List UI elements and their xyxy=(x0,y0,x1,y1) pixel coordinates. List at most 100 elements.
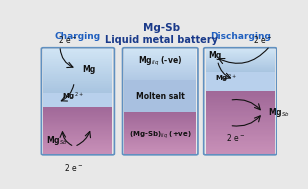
Bar xyxy=(124,121,196,122)
Bar xyxy=(124,89,196,90)
Bar xyxy=(206,53,275,54)
Bar xyxy=(206,129,275,130)
Text: Mg-Sb: Mg-Sb xyxy=(143,23,180,33)
Bar xyxy=(124,117,196,118)
Bar xyxy=(206,142,275,144)
Bar xyxy=(124,61,196,62)
Bar xyxy=(124,95,196,96)
Bar xyxy=(124,148,196,149)
Text: Molten salt: Molten salt xyxy=(136,91,184,101)
Bar xyxy=(206,121,275,122)
Bar xyxy=(124,149,196,150)
Bar xyxy=(206,130,275,131)
Bar xyxy=(43,64,112,65)
Bar xyxy=(43,140,112,141)
Bar xyxy=(124,96,196,97)
Bar xyxy=(43,87,112,88)
Bar xyxy=(43,126,112,127)
Text: Liquid metal battery: Liquid metal battery xyxy=(105,35,218,45)
Bar xyxy=(206,120,275,121)
Bar xyxy=(124,82,196,83)
Bar xyxy=(206,69,275,70)
Bar xyxy=(43,144,112,145)
Bar xyxy=(124,115,196,116)
Bar xyxy=(206,126,275,127)
Bar xyxy=(206,88,275,89)
Bar xyxy=(124,143,196,144)
Bar xyxy=(43,109,112,110)
Bar xyxy=(43,72,112,73)
Bar xyxy=(206,93,275,94)
Bar xyxy=(124,126,196,127)
Bar xyxy=(43,89,112,90)
Bar xyxy=(124,114,196,115)
Bar xyxy=(206,112,275,113)
Bar xyxy=(43,63,112,64)
Text: Mg$^{2+}$: Mg$^{2+}$ xyxy=(63,91,84,103)
Bar xyxy=(124,55,196,56)
Text: Discharging: Discharging xyxy=(210,32,271,41)
Bar xyxy=(206,127,275,129)
Bar xyxy=(124,135,196,136)
Bar xyxy=(43,69,112,70)
Bar xyxy=(124,147,196,148)
Bar xyxy=(43,138,112,139)
Bar xyxy=(43,134,112,135)
Bar xyxy=(43,66,112,67)
Bar xyxy=(43,88,112,89)
Bar xyxy=(43,113,112,114)
Bar xyxy=(43,118,112,119)
Bar xyxy=(124,99,196,100)
Bar xyxy=(43,53,112,54)
Bar xyxy=(43,85,112,86)
Bar xyxy=(43,59,112,60)
Bar xyxy=(43,145,112,146)
Bar xyxy=(206,101,275,102)
Bar xyxy=(206,145,275,146)
Bar xyxy=(43,106,112,107)
Bar xyxy=(43,107,112,108)
Bar xyxy=(206,110,275,111)
Bar xyxy=(43,136,112,137)
Bar xyxy=(206,135,275,136)
Bar xyxy=(124,80,196,81)
Bar xyxy=(206,52,275,53)
Bar xyxy=(43,150,112,151)
Bar xyxy=(124,66,196,67)
Bar xyxy=(124,105,196,106)
Bar xyxy=(124,62,196,63)
Bar xyxy=(206,81,275,82)
Bar xyxy=(206,125,275,126)
Bar xyxy=(206,106,275,107)
Bar xyxy=(124,138,196,139)
Bar xyxy=(124,71,196,72)
Bar xyxy=(206,57,275,58)
Bar xyxy=(43,130,112,131)
Bar xyxy=(206,59,275,60)
FancyBboxPatch shape xyxy=(204,48,277,155)
Bar xyxy=(206,92,275,93)
Bar xyxy=(43,60,112,61)
Text: Mg: Mg xyxy=(83,66,96,74)
Bar xyxy=(206,68,275,69)
Bar xyxy=(43,153,112,154)
Bar xyxy=(206,51,275,52)
Bar xyxy=(124,132,196,133)
Text: Mg$^{2+}$: Mg$^{2+}$ xyxy=(215,72,237,85)
Bar xyxy=(43,73,112,74)
Bar xyxy=(206,73,275,74)
Bar xyxy=(43,139,112,140)
Bar xyxy=(43,55,112,56)
Bar xyxy=(124,67,196,68)
Text: 2 e$^-$: 2 e$^-$ xyxy=(63,162,83,173)
Bar xyxy=(124,116,196,117)
Bar xyxy=(124,152,196,153)
Bar xyxy=(124,133,196,134)
Bar xyxy=(206,116,275,117)
Text: 2 e$^-$: 2 e$^-$ xyxy=(58,34,77,45)
Bar xyxy=(124,69,196,70)
Bar xyxy=(124,111,196,112)
Bar xyxy=(43,111,112,112)
Bar xyxy=(124,140,196,141)
Bar xyxy=(43,97,112,98)
